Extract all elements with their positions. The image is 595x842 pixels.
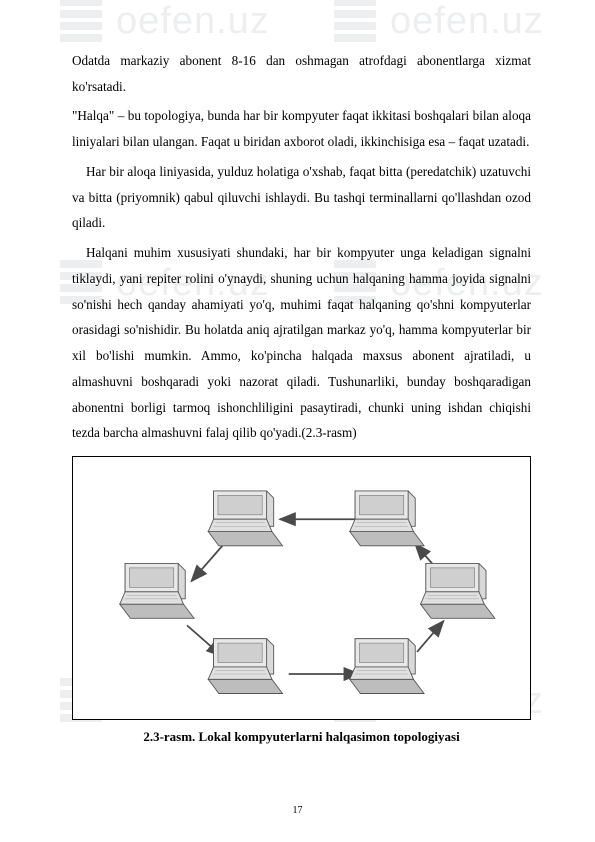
ring-topology-diagram xyxy=(87,475,517,705)
figure-caption: 2.3-rasm. Lokal kompyuterlarni halqasimo… xyxy=(72,724,531,749)
paragraph-4: Halqani muhim xususiyati shundaki, har b… xyxy=(72,240,531,446)
figure-container xyxy=(72,456,531,720)
page-content: Odatda markaziy abonent 8-16 dan oshmaga… xyxy=(0,0,595,779)
page-number: 17 xyxy=(0,805,595,816)
paragraph-2: "Halqa" – bu topologiya, bunda har bir k… xyxy=(72,103,531,154)
paragraph-1: Odatda markaziy abonent 8-16 dan oshmaga… xyxy=(72,48,531,99)
paragraph-3: Har bir aloqa liniyasida, yulduz holatig… xyxy=(72,159,531,236)
